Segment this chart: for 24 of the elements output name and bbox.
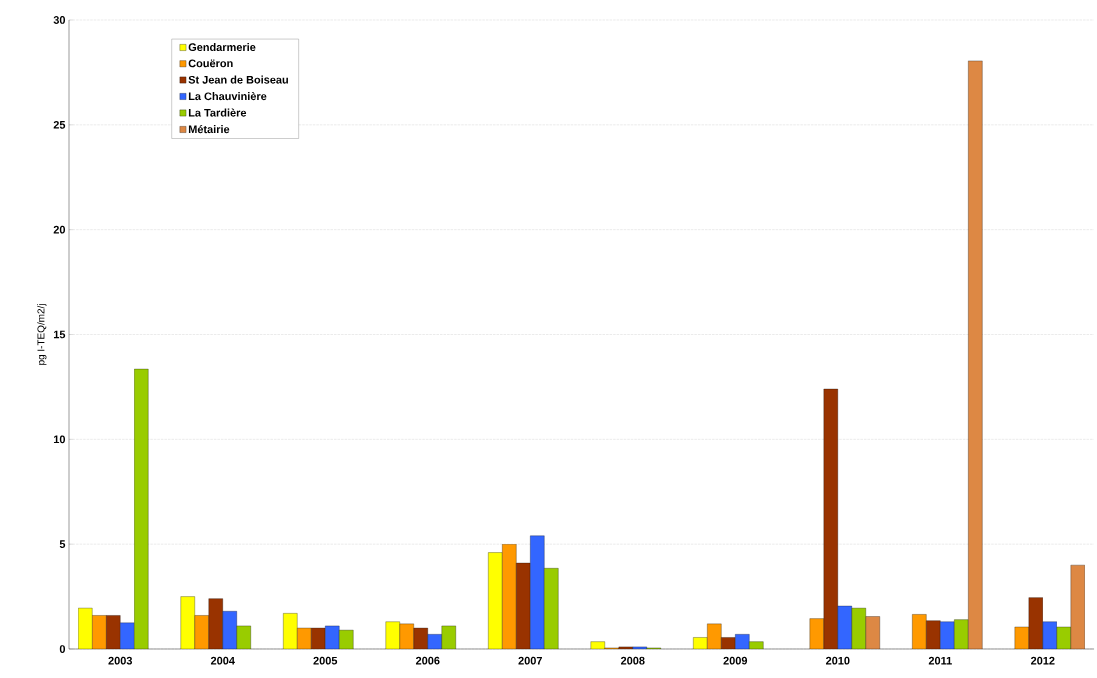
x-tick-label: 2012	[1031, 656, 1055, 665]
x-tick-label: 2011	[928, 656, 952, 665]
legend-label: Couëron	[188, 59, 233, 68]
legend-label: La Tardière	[188, 108, 247, 117]
y-tick-label: 20	[53, 225, 66, 234]
x-tick-label: 2006	[415, 656, 440, 665]
y-tick-label: 10	[53, 435, 66, 444]
x-tick-label: 2005	[313, 656, 338, 665]
x-tick-label: 2008	[620, 656, 645, 665]
x-tick-label: 2003	[108, 656, 133, 665]
x-tick-label: 2009	[723, 656, 748, 665]
y-tick-label: 30	[53, 16, 66, 24]
y-axis-title: pg I-TEQ/m2/j	[37, 304, 47, 365]
x-tick-label: 2010	[825, 656, 850, 665]
legend-label: St Jean de Boiseau	[188, 75, 288, 84]
legend-label: Gendarmerie	[188, 43, 256, 52]
y-tick-label: 5	[59, 540, 66, 548]
x-tick-label: 2007	[518, 656, 542, 665]
y-tick-label: 0	[59, 645, 66, 653]
x-tick-label: 2004	[210, 656, 235, 665]
legend-label: Métairie	[188, 125, 230, 134]
y-tick-label: 25	[53, 120, 66, 129]
legend-label: La Chauvinière	[188, 91, 267, 101]
y-tick-label: 15	[53, 330, 66, 339]
